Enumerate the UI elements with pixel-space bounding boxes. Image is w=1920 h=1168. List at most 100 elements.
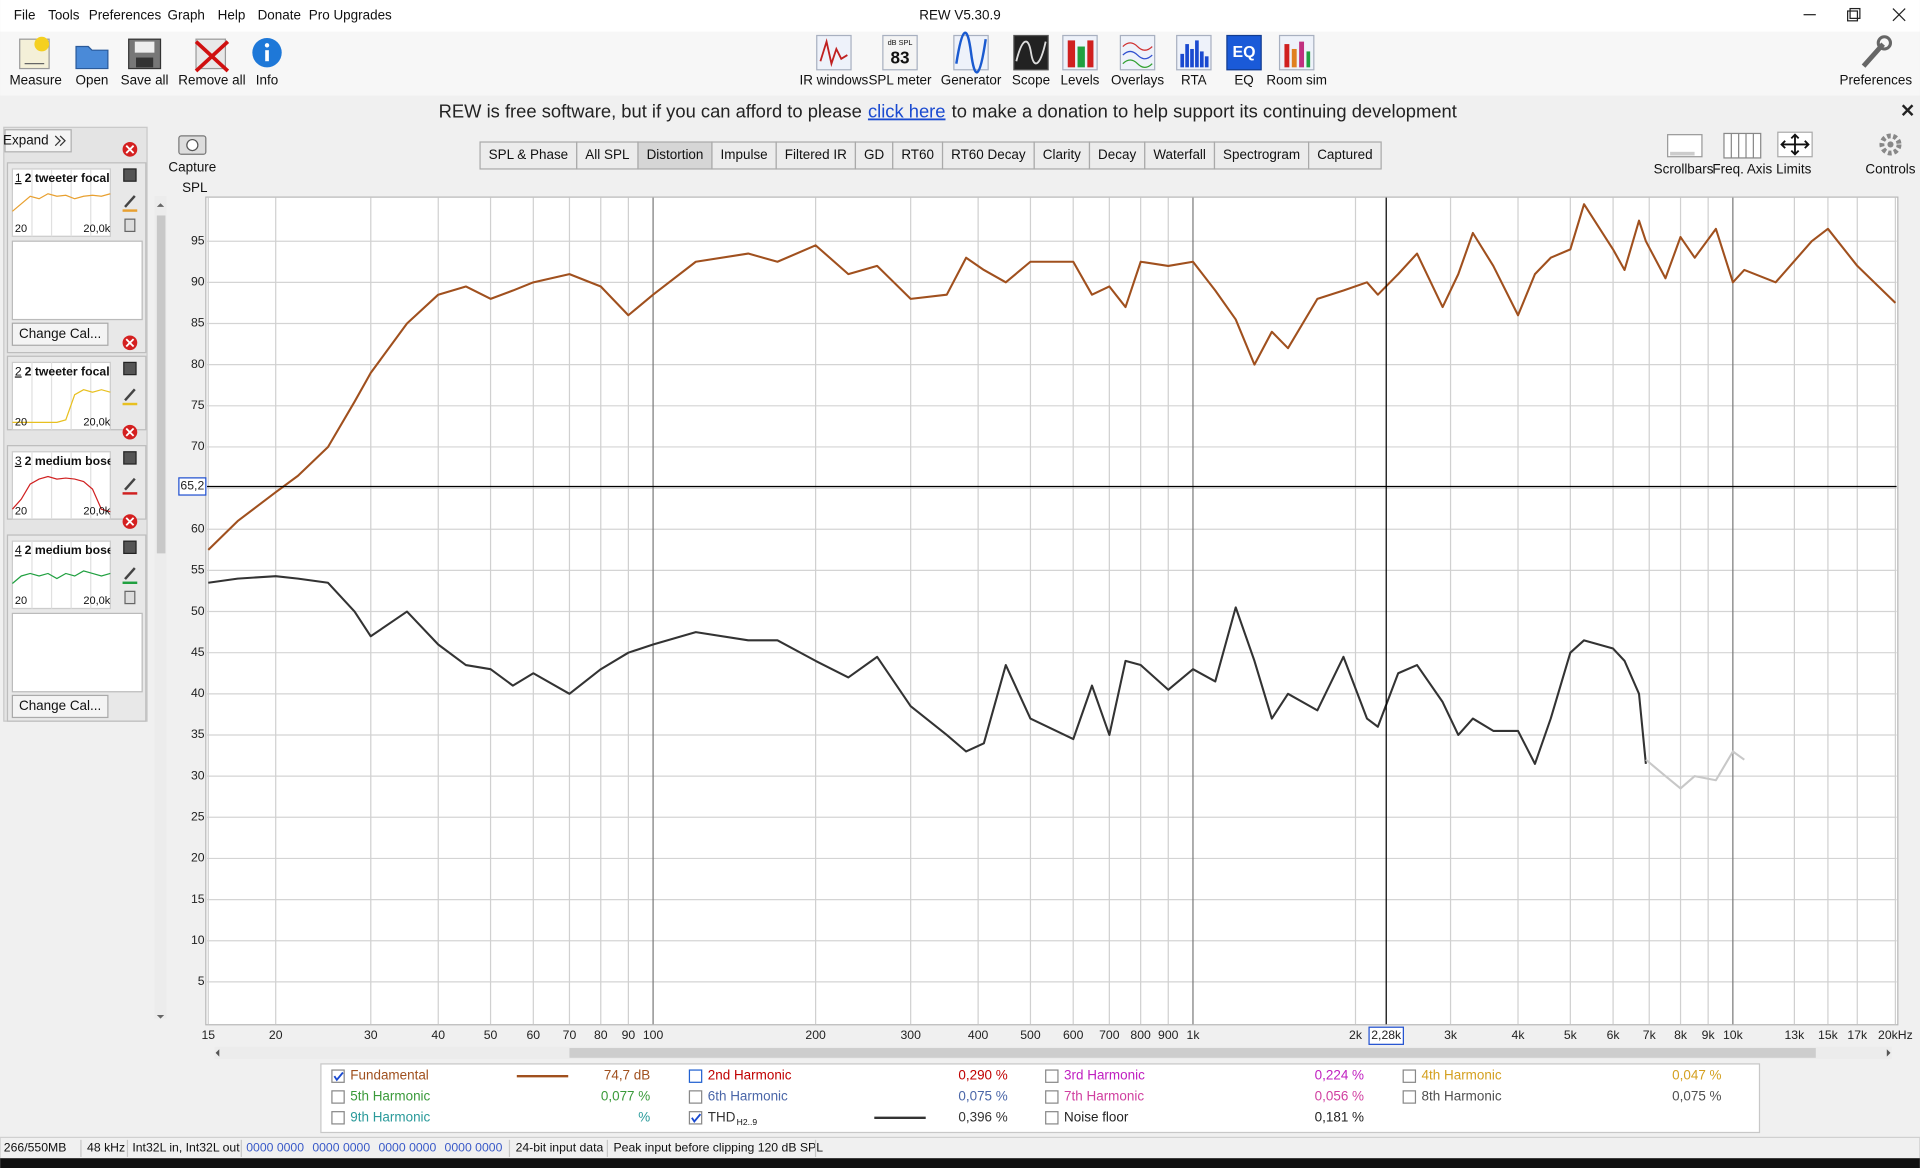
window-controls[interactable] bbox=[1803, 7, 1906, 22]
tab-label[interactable]: Captured bbox=[1317, 147, 1372, 162]
edit-measurement[interactable] bbox=[124, 388, 136, 402]
panel-scroll-thumb[interactable] bbox=[156, 215, 166, 554]
scope-icon[interactable] bbox=[1013, 34, 1049, 71]
view-control-label[interactable]: Controls bbox=[1865, 162, 1915, 177]
expand-label[interactable]: Expand bbox=[3, 132, 49, 147]
expand-button[interactable] bbox=[4, 129, 72, 153]
tab[interactable] bbox=[1033, 141, 1091, 170]
toolbar-label[interactable]: Generator bbox=[941, 72, 1002, 87]
capture-label[interactable]: Capture bbox=[168, 159, 216, 174]
toolbar-label[interactable]: Overlays bbox=[1111, 72, 1164, 87]
menu-item[interactable]: Preferences bbox=[89, 7, 162, 22]
scrollbars-icon[interactable] bbox=[1667, 134, 1703, 158]
info-measurement[interactable] bbox=[124, 590, 136, 605]
change-cal-label[interactable]: Change Cal... bbox=[19, 326, 101, 341]
trace-name[interactable]: 5th Harmonic bbox=[350, 1089, 430, 1104]
tab[interactable] bbox=[775, 141, 857, 170]
trace-name[interactable]: THD bbox=[708, 1109, 736, 1124]
tab-label[interactable]: Waterfall bbox=[1153, 147, 1206, 162]
toolbar-label[interactable]: Scope bbox=[1012, 72, 1050, 87]
trace-checkbox[interactable] bbox=[331, 1090, 345, 1104]
trace-checkbox[interactable] bbox=[688, 1111, 703, 1125]
ir-windows-icon[interactable] bbox=[816, 34, 852, 71]
trace-checkbox[interactable] bbox=[1045, 1069, 1059, 1083]
tab[interactable] bbox=[854, 141, 894, 170]
toolbar-label[interactable]: EQ bbox=[1234, 72, 1253, 87]
trace-name[interactable]: 8th Harmonic bbox=[1422, 1089, 1502, 1104]
limits-icon[interactable] bbox=[1777, 131, 1813, 158]
controls-icon[interactable] bbox=[1879, 133, 1902, 156]
tab-label[interactable]: Filtered IR bbox=[785, 147, 847, 162]
tab[interactable] bbox=[1144, 141, 1216, 170]
trace-name[interactable]: 6th Harmonic bbox=[708, 1089, 788, 1104]
trace-name[interactable]: 4th Harmonic bbox=[1422, 1068, 1502, 1083]
toolbar-label[interactable]: IR windows bbox=[799, 72, 868, 87]
info-icon[interactable] bbox=[252, 37, 282, 68]
trace-name[interactable]: Fundamental bbox=[350, 1068, 429, 1083]
menu-item[interactable]: Help bbox=[218, 7, 246, 22]
change-cal-button[interactable] bbox=[11, 322, 109, 346]
toolbar-label[interactable]: RTA bbox=[1181, 72, 1207, 87]
trace-checkbox[interactable] bbox=[688, 1090, 703, 1104]
freq-axis-icon[interactable] bbox=[1723, 132, 1762, 159]
tab[interactable] bbox=[711, 141, 777, 170]
open-icon[interactable] bbox=[75, 45, 109, 70]
trace-name[interactable]: 2nd Harmonic bbox=[708, 1068, 792, 1083]
info-measurement[interactable] bbox=[124, 218, 136, 233]
menu-item[interactable]: Graph bbox=[168, 7, 205, 22]
trace-checkbox[interactable] bbox=[1402, 1069, 1417, 1083]
trace-checkbox[interactable] bbox=[331, 1069, 345, 1083]
trace-name[interactable]: Noise floor bbox=[1064, 1109, 1129, 1124]
change-cal-label[interactable]: Change Cal... bbox=[19, 698, 101, 713]
trace-checkbox[interactable] bbox=[1045, 1090, 1059, 1104]
toolbar-label[interactable]: SPL meter bbox=[868, 72, 932, 87]
trace-checkbox[interactable] bbox=[331, 1111, 345, 1125]
trace-name[interactable]: 3rd Harmonic bbox=[1064, 1068, 1145, 1083]
toolbar-label[interactable]: Room sim bbox=[1266, 72, 1327, 87]
view-control-label[interactable]: Limits bbox=[1776, 162, 1811, 177]
save-measurement[interactable] bbox=[123, 168, 137, 182]
save-measurement[interactable] bbox=[123, 451, 137, 465]
tab-label[interactable]: SPL & Phase bbox=[489, 147, 569, 162]
remove-icon[interactable] bbox=[194, 38, 230, 73]
toolbar-label[interactable]: Measure bbox=[9, 72, 61, 87]
tab[interactable] bbox=[576, 141, 639, 170]
tab-label[interactable]: Impulse bbox=[721, 147, 768, 162]
overlays-icon[interactable] bbox=[1119, 34, 1156, 71]
banner-link[interactable]: click here bbox=[868, 100, 946, 121]
tab-label[interactable]: All SPL bbox=[585, 147, 630, 162]
trace-checkbox[interactable] bbox=[688, 1069, 703, 1083]
tab-label[interactable]: Distortion bbox=[647, 147, 704, 162]
toolbar-label[interactable]: Info bbox=[256, 72, 278, 87]
toolbar-label[interactable]: Remove all bbox=[178, 72, 245, 87]
tab[interactable] bbox=[1213, 141, 1310, 170]
room-sim-icon[interactable] bbox=[1278, 34, 1315, 71]
view-control-label[interactable]: Scrollbars bbox=[1654, 162, 1714, 177]
trace-name[interactable]: 9th Harmonic bbox=[350, 1109, 430, 1124]
toolbar-label[interactable]: Save all bbox=[121, 72, 169, 87]
banner-close[interactable] bbox=[1901, 104, 1914, 116]
tab-label[interactable]: Decay bbox=[1098, 147, 1136, 162]
toolbar-label[interactable]: Preferences bbox=[1840, 72, 1913, 87]
save-measurement[interactable] bbox=[123, 540, 137, 555]
menu-item[interactable]: File bbox=[14, 7, 36, 22]
toolbar-label[interactable]: Levels bbox=[1061, 72, 1100, 87]
view-control-label[interactable]: Freq. Axis bbox=[1712, 162, 1772, 177]
menu-item[interactable]: Pro Upgrades bbox=[309, 7, 392, 22]
change-cal-button[interactable] bbox=[11, 694, 109, 719]
edit-measurement[interactable] bbox=[124, 195, 136, 208]
edit-measurement[interactable] bbox=[124, 567, 136, 580]
tab[interactable] bbox=[479, 141, 578, 170]
eq-icon[interactable]: EQ bbox=[1226, 34, 1262, 71]
edit-measurement[interactable] bbox=[124, 477, 136, 491]
measure-icon[interactable] bbox=[19, 36, 50, 70]
levels-icon[interactable] bbox=[1062, 34, 1098, 71]
save-measurement[interactable] bbox=[123, 361, 137, 376]
x-scroll-thumb[interactable] bbox=[569, 1048, 1816, 1058]
tab-label[interactable]: RT60 Decay bbox=[951, 147, 1026, 162]
tab[interactable] bbox=[941, 141, 1035, 170]
menu-item[interactable]: Tools bbox=[48, 7, 80, 22]
tab-label[interactable]: Clarity bbox=[1043, 147, 1081, 162]
tab-label[interactable]: RT60 bbox=[901, 147, 934, 162]
save-icon[interactable] bbox=[128, 38, 162, 70]
